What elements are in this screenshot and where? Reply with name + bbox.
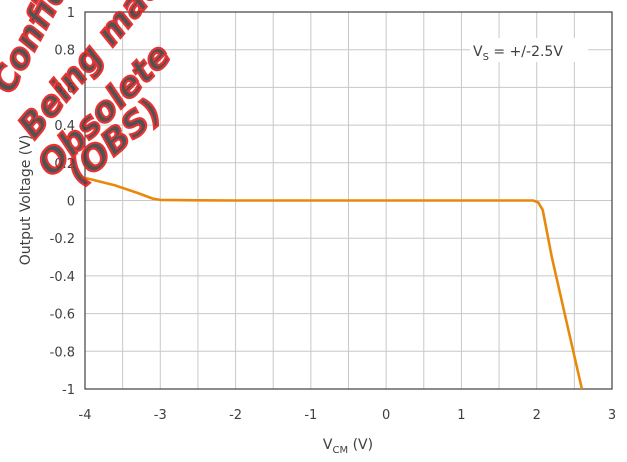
y-tick-label: 1 (67, 6, 75, 21)
series-layer (84, 176, 584, 390)
x-tick-label: -4 (79, 408, 92, 423)
y-tick-label: 0.4 (54, 119, 75, 134)
y-tick-label: 0.8 (54, 44, 75, 59)
series-line-0 (84, 176, 584, 390)
x-tick-label: 0 (382, 408, 390, 423)
y-tick-label: -0.4 (50, 270, 75, 285)
annotation-vs: VS = +/-2.5V (473, 44, 563, 63)
x-tick-label: 1 (457, 408, 465, 423)
y-tick-label: 0 (67, 195, 75, 210)
x-tick-label: -2 (229, 408, 242, 423)
y-tick-label: -0.2 (50, 232, 75, 247)
tick-labels: -4 -3 -2 -1 0 1 2 3 -1 -0.8 -0.6 -0.4 -0.2 0 0.2 0.4 0.6… (50, 6, 617, 423)
y-tick-label: -1 (62, 383, 75, 398)
x-tick-label: 3 (608, 408, 616, 423)
y-tick-label: 0.2 (54, 157, 75, 172)
y-axis-label: Output Voltage (V) (18, 135, 34, 266)
annotation-background (470, 38, 588, 62)
x-axis-label: VCM (V) (323, 437, 373, 456)
y-tick-label: -0.6 (50, 308, 75, 323)
y-tick-label: 0.6 (54, 81, 75, 96)
x-tick-label: -1 (304, 408, 317, 423)
plot-frame (84, 11, 613, 390)
x-tick-label: -3 (154, 408, 167, 423)
x-tick-label: 2 (533, 408, 541, 423)
y-tick-label: -0.8 (50, 345, 75, 360)
